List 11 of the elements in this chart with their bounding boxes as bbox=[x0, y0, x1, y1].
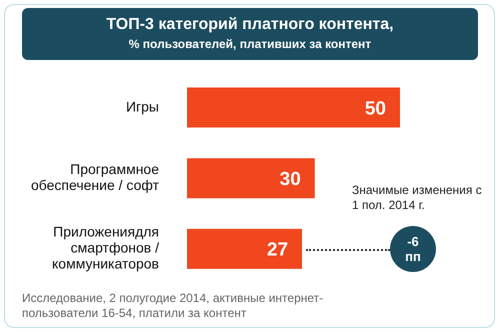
chart-title: ТОП-3 категорий платного контента, bbox=[105, 16, 395, 34]
annotation: Значимые изменения с 1 пол. 2014 г. bbox=[352, 183, 483, 213]
chart-subtitle: % пользователей, плативших за контент bbox=[128, 37, 372, 51]
data-label: 27 bbox=[266, 240, 288, 261]
y-tick-label: Приложениядля смартфонов / коммуникаторов bbox=[52, 223, 160, 272]
y-tick-label: Игры bbox=[126, 98, 159, 114]
text: Исследование, 2 полугодие 2014, активные интернет-пользователи 16-54, платили за контент bbox=[22, 291, 324, 321]
y-tick-label: Программное обеспечение / софт bbox=[31, 160, 160, 193]
data-label: 30 bbox=[280, 168, 301, 190]
data-label: 50 bbox=[364, 98, 386, 120]
text: -6 пп bbox=[390, 226, 436, 272]
